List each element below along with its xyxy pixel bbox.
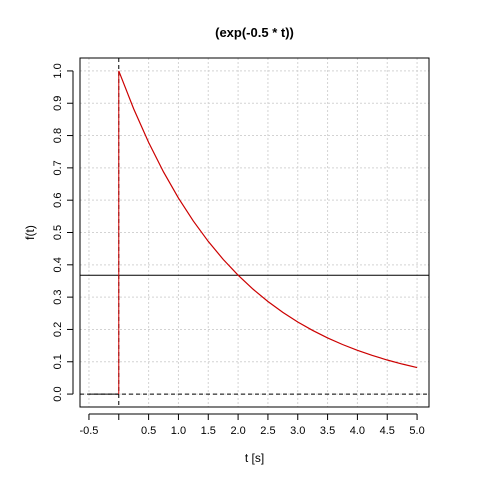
series-layer [88, 70, 418, 395]
x-axis: -0.5 0.5 1.0 1.5 2.0 2.5 3.0 3.5 4.0 4.5 5.0 [79, 413, 425, 437]
plot-border [79, 57, 430, 408]
x-tick-label: 4.5 [380, 425, 395, 437]
y-tick-label: 0.9 [52, 96, 64, 111]
x-tick-label: 4.0 [350, 425, 365, 437]
y-axis-label: f(t) [23, 225, 37, 240]
x-tick-label: 3.0 [290, 425, 305, 437]
x-tick-label: 3.5 [320, 425, 335, 437]
y-axis: 0.0 0.1 0.2 0.3 0.4 0.5 0.6 0.7 0.8 0.9 1.0 [52, 63, 74, 402]
x-tick-label: 2.0 [230, 425, 245, 437]
chart-title: (exp(-0.5 * t)) [215, 25, 294, 40]
x-tick-label: 0.5 [141, 425, 156, 437]
x-tick-label: -0.5 [79, 425, 98, 437]
y-tick-label: 0.8 [52, 128, 64, 143]
y-tick-label: 0.2 [52, 322, 64, 337]
x-tick-label: 1.5 [201, 425, 216, 437]
y-tick-label: 0.0 [52, 386, 64, 401]
y-tick-label: 0.7 [52, 160, 64, 175]
x-tick-label: 2.5 [260, 425, 275, 437]
y-tick-label: 0.6 [52, 193, 64, 208]
series-line [118, 70, 418, 369]
y-tick-label: 0.4 [52, 257, 64, 272]
y-tick-label: 0.3 [52, 289, 64, 304]
x-axis-label: t [s] [245, 451, 264, 465]
x-tick-label: 5.0 [409, 425, 424, 437]
y-tick-label: 0.1 [52, 354, 64, 369]
y-tick-label: 0.5 [52, 225, 64, 240]
x-tick-label: 1.0 [171, 425, 186, 437]
y-tick-label: 1.0 [52, 63, 64, 78]
